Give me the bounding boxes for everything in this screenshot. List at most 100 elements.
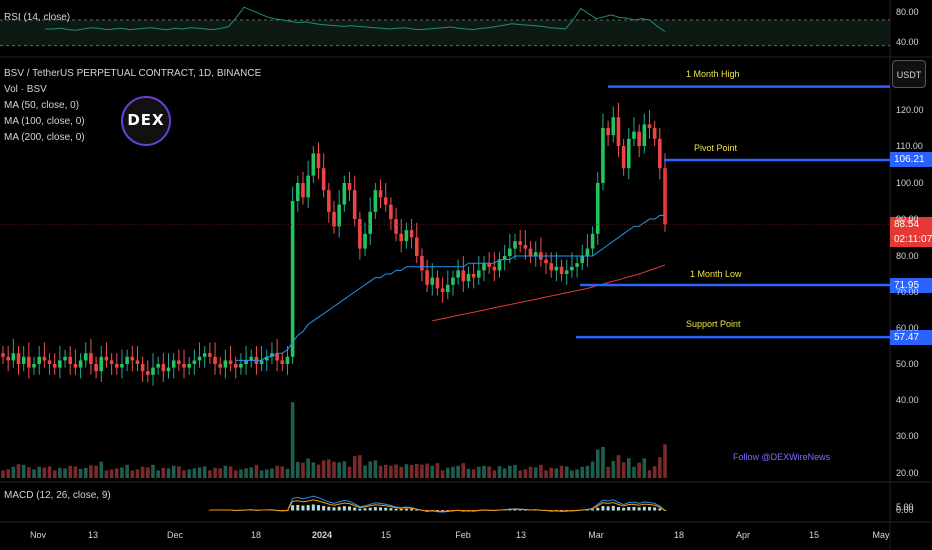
candle-body	[290, 201, 295, 357]
macd-signal-line	[209, 499, 666, 513]
volume-bar	[658, 457, 662, 478]
candle-body	[383, 197, 388, 205]
rsi-band	[0, 20, 890, 46]
volume-bar	[539, 464, 543, 478]
support-price-tag: 57.47	[890, 330, 932, 345]
legend-ma50[interactable]: MA (50, close, 0)	[4, 100, 80, 111]
macd-histogram-bar	[560, 510, 564, 512]
volume-bar	[37, 466, 42, 478]
candle-body	[280, 360, 285, 364]
candle-body	[337, 204, 341, 227]
volume-bar	[275, 465, 279, 478]
candle-body	[420, 256, 424, 271]
legend-vol[interactable]: Vol · BSV	[4, 84, 47, 95]
macd-histogram-bar	[348, 506, 352, 511]
volume-bar	[109, 469, 114, 478]
volume-bar	[151, 464, 155, 478]
candle-body	[166, 367, 171, 372]
volume-bar	[306, 458, 310, 478]
candle-body	[466, 274, 471, 282]
candle-body	[208, 353, 212, 357]
ma50-line	[235, 214, 665, 361]
candle-body	[321, 168, 326, 191]
time-axis-label: Dec	[166, 530, 184, 540]
volume-bar	[197, 467, 202, 478]
candle-body	[94, 364, 98, 372]
candle-body	[389, 204, 393, 219]
candle-body	[125, 356, 129, 364]
macd-histogram-bar	[311, 504, 315, 511]
volume-bar	[461, 463, 466, 478]
price-tick-label: 100.00	[896, 178, 924, 188]
price-tick-label: 30.00	[896, 431, 919, 441]
candle-body	[544, 259, 548, 264]
legend-ma100[interactable]: MA (100, close, 0)	[4, 116, 85, 127]
volume-bar	[16, 464, 21, 478]
volume-bar	[244, 468, 248, 478]
volume-bar	[78, 468, 83, 478]
macd-histogram-bar	[647, 507, 651, 511]
macd-histogram-bar	[327, 506, 331, 511]
price-tick-label: 120.00	[896, 105, 924, 115]
volume-bar	[559, 465, 564, 478]
candle-body	[585, 248, 590, 256]
dex-logo: DEX	[121, 96, 171, 146]
candle-body	[378, 190, 383, 198]
candle-body	[99, 356, 104, 372]
volume-bar	[311, 462, 316, 478]
candle-body	[135, 360, 140, 364]
ma200-line	[432, 264, 666, 322]
candle-body	[130, 356, 135, 361]
volume-bar	[471, 469, 476, 478]
candle-body	[78, 360, 83, 368]
candle-body	[73, 364, 78, 368]
macd-histogram-bar	[523, 509, 527, 511]
legend-ma200[interactable]: MA (200, close, 0)	[4, 132, 85, 143]
volume-bar	[99, 461, 104, 478]
volume-bar	[342, 461, 347, 478]
volume-bar	[166, 468, 171, 478]
volume-bar	[290, 402, 295, 478]
volume-bar	[663, 444, 667, 478]
macd-histogram-bar	[316, 505, 320, 511]
candle-body	[63, 356, 67, 361]
macd-histogram-bar	[296, 504, 300, 511]
macd-histogram-bar	[384, 507, 388, 511]
candle-body	[270, 353, 274, 357]
volume-bar	[456, 465, 460, 478]
currency-button[interactable]: USDT	[892, 60, 926, 88]
last-price-tag: 88.54	[890, 217, 932, 232]
volume-bar	[249, 467, 254, 478]
candle-body	[114, 364, 119, 368]
macd-histogram-bar	[208, 510, 212, 511]
level-label-month-high: 1 Month High	[686, 69, 740, 79]
macd-histogram-bar	[585, 509, 589, 511]
volume-bar	[327, 459, 331, 478]
macd-histogram-bar	[627, 507, 631, 511]
volume-bar	[125, 464, 129, 478]
volume-bar	[533, 467, 538, 478]
volume-bar	[259, 470, 264, 478]
candle-body	[611, 117, 616, 136]
macd-histogram-bar	[358, 508, 362, 511]
candle-body	[409, 230, 414, 238]
volume-bar	[373, 460, 378, 478]
volume-bar	[68, 465, 73, 478]
volume-bar	[332, 461, 336, 478]
volume-bar	[606, 466, 610, 478]
macd-histogram-bar	[322, 505, 326, 511]
candle-body	[518, 241, 522, 245]
candle-body	[601, 128, 605, 183]
price-tick-label: 110.00	[896, 141, 923, 151]
rsi-tick-80: 80.00	[896, 7, 919, 17]
volume-bar	[430, 465, 435, 478]
macd-histogram-bar	[441, 510, 445, 512]
candle-body	[580, 256, 585, 264]
macd-histogram-bar	[513, 509, 517, 511]
volume-bar	[508, 465, 512, 478]
volume-bar	[239, 469, 243, 478]
candle-body	[37, 356, 42, 364]
volume-bar	[492, 470, 497, 478]
candle-body	[259, 360, 264, 364]
